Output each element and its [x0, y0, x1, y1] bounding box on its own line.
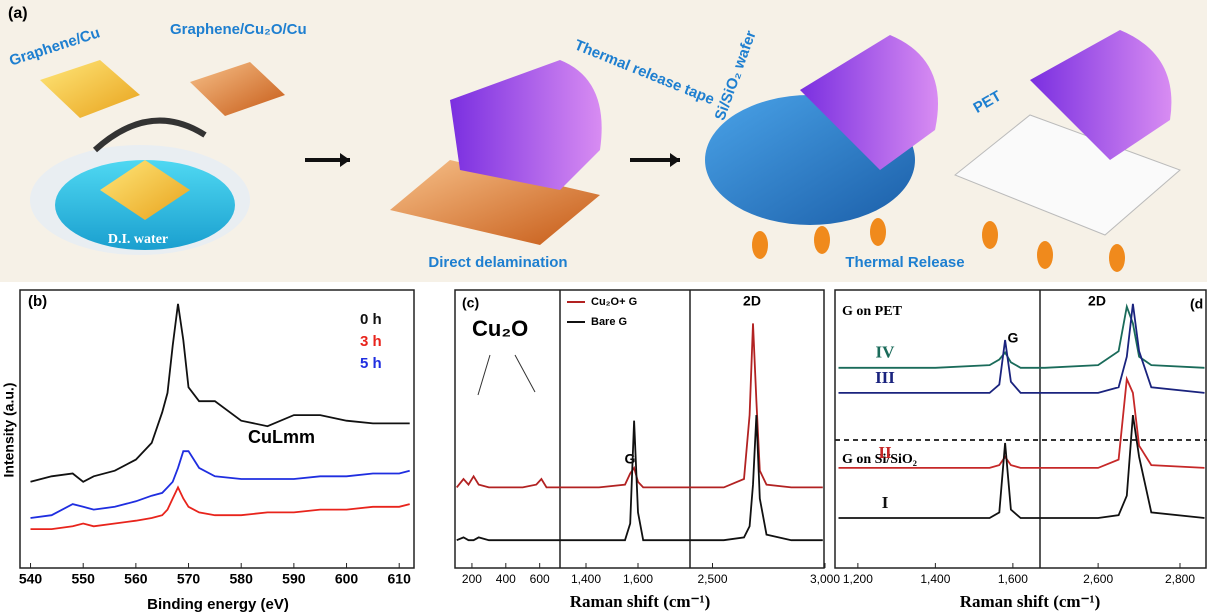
- flames: [752, 218, 1125, 272]
- series-line: [838, 303, 1205, 394]
- tape: [1030, 30, 1172, 160]
- x-axis-label: Binding energy (eV): [147, 596, 289, 613]
- tape: [450, 60, 602, 190]
- series-label: I: [882, 493, 889, 512]
- x-tick-label: 600: [335, 571, 359, 587]
- x-axis-label: Raman shift (cm⁻¹): [960, 592, 1101, 611]
- panel-label: (d: [1190, 296, 1203, 312]
- arrow: [92, 117, 207, 153]
- series-line: [30, 303, 410, 483]
- panel-label: (c): [462, 295, 479, 311]
- panel-label: (a): [8, 5, 28, 22]
- annotation: G: [625, 451, 636, 467]
- graphene-cu: [40, 60, 140, 118]
- arrow-head: [340, 153, 350, 167]
- x-tick-label: 610: [388, 571, 412, 587]
- x-tick-label: 570: [177, 571, 201, 587]
- annotation: G on PET: [842, 304, 903, 319]
- x-tick-label: 1,600: [998, 572, 1028, 586]
- series-label: II: [878, 443, 892, 462]
- x-tick-label: 560: [124, 571, 148, 587]
- series-label: IV: [876, 343, 896, 362]
- pet-sheet: [954, 114, 1181, 236]
- x-tick-label: 600: [530, 572, 550, 586]
- water-label: D.I. water: [108, 232, 168, 247]
- series-line: [456, 323, 823, 489]
- panel-label: (b): [28, 293, 47, 310]
- x-tick-label: 540: [19, 571, 43, 587]
- plot-frame: [834, 289, 1207, 569]
- series-line: [30, 450, 410, 519]
- legend-label: Bare G: [591, 316, 627, 328]
- plot-frame: [19, 289, 415, 569]
- x-tick-label: 1,400: [920, 572, 950, 586]
- series-label: III: [875, 368, 895, 387]
- label: Graphene/Cu₂O/Cu: [170, 21, 307, 38]
- plot-frame: [454, 289, 825, 569]
- series-line: [30, 485, 410, 530]
- x-tick-label: 1,200: [843, 572, 873, 586]
- x-tick-label: 2,600: [1083, 572, 1113, 586]
- annotation: Cu₂O: [472, 316, 528, 341]
- graphene-cu2o: [190, 62, 285, 116]
- legend-label: 5 h: [360, 355, 382, 372]
- legend-label: 0 h: [360, 311, 382, 328]
- x-tick-label: 550: [72, 571, 96, 587]
- legend-label: Cu₂O+ G: [591, 296, 637, 308]
- x-tick-label: 1,400: [571, 572, 601, 586]
- cu-substrate: [390, 160, 600, 245]
- series-line: [456, 415, 823, 542]
- label: Direct delamination: [428, 254, 567, 271]
- annotation-arrow: [477, 354, 536, 396]
- arrow-head: [670, 153, 680, 167]
- x-axis-label: Raman shift (cm⁻¹): [570, 592, 711, 611]
- series-line: [838, 414, 1205, 519]
- series-line: [838, 303, 1205, 369]
- x-tick-label: 400: [496, 572, 516, 586]
- x-tick-label: 590: [282, 571, 306, 587]
- annotation: 2D: [1088, 293, 1106, 309]
- series-line: [838, 375, 1205, 469]
- annotation: G: [1008, 330, 1019, 346]
- legend-label: 3 h: [360, 333, 382, 350]
- x-tick-label: 3,000: [810, 572, 840, 586]
- x-tick-label: 200: [462, 572, 482, 586]
- x-tick-label: 580: [230, 571, 254, 587]
- annotation: CuLmm: [248, 427, 315, 447]
- label: Thermal Release: [845, 254, 964, 271]
- tape: [800, 35, 938, 170]
- annotation: G on Si/SiO₂: [842, 452, 917, 467]
- y-axis-label: Intensity (a.u.): [1, 383, 17, 478]
- cu-foil: [100, 160, 190, 220]
- x-tick-label: 1,600: [623, 572, 653, 586]
- x-tick-label: 2,800: [1165, 572, 1195, 586]
- x-tick-label: 2,500: [697, 572, 727, 586]
- annotation: 2D: [743, 293, 761, 309]
